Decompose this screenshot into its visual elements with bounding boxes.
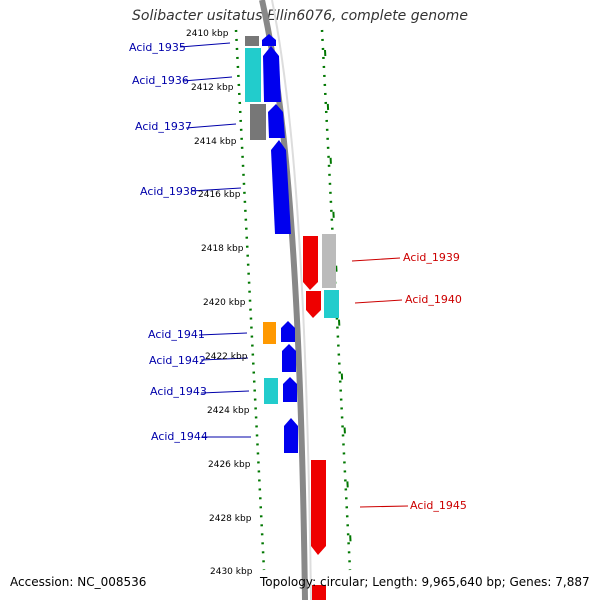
gene-block-1937[interactable] [268,104,285,138]
gene-block-1938[interactable] [271,140,291,234]
genome-backbone-highlight [271,0,312,600]
leader-1935 [179,42,231,48]
leader-1940 [354,299,403,304]
leader-1936 [182,76,233,82]
gene-block-1939-red[interactable] [303,236,318,290]
kbp-label: 2430 kbp [210,567,253,577]
gene-label-1945[interactable]: Acid_1945 [410,499,467,512]
gene-label-1942[interactable]: Acid_1942 [149,354,206,367]
gene-block-1940-cyan[interactable] [324,290,339,318]
kbp-label: 2416 kbp [198,190,241,200]
topology-text: Topology: circular; Length: 9,965,640 bp… [260,575,590,589]
gene-block-1946-partial[interactable] [312,585,326,600]
gene-block-1941-orange[interactable] [263,322,276,344]
gene-label-1940[interactable]: Acid_1940 [405,293,462,306]
gene-block-1940-red[interactable] [306,291,321,318]
accession-text: Accession: NC_008536 [10,575,147,589]
leader-1941 [198,332,248,336]
gene-block-1936-cyan[interactable] [245,48,261,102]
gene-block-1942[interactable] [282,344,296,372]
gene-block-1935-gray[interactable] [245,36,259,46]
gene-label-1939[interactable]: Acid_1939 [403,251,460,264]
gene-label-1937[interactable]: Acid_1937 [135,120,192,133]
leader-1937 [185,123,237,129]
gene-block-1937-gray[interactable] [250,104,266,140]
gene-block-1935[interactable] [262,34,276,46]
gene-label-1944[interactable]: Acid_1944 [151,430,208,443]
gene-labels: Acid_1935 Acid_1936 Acid_1937 Acid_1938 … [129,41,467,512]
kbp-label: 2418 kbp [201,244,244,254]
leader-1943 [200,390,250,394]
kbp-label: 2410 kbp [186,29,229,39]
kbp-label: 2420 kbp [203,298,246,308]
gene-blocks [245,34,339,600]
kbp-label: 2412 kbp [191,83,234,93]
genome-title: Solibacter usitatus Ellin6076, complete … [132,8,468,24]
leader-1945 [359,505,409,508]
right-major-ticks [324,49,353,571]
gene-block-1936[interactable] [263,46,281,102]
kbp-label: 2422 kbp [205,352,248,362]
gene-block-1945[interactable] [311,460,326,555]
gene-label-1935[interactable]: Acid_1935 [129,41,186,54]
kbp-label: 2426 kbp [208,460,251,470]
gene-label-1941[interactable]: Acid_1941 [148,328,205,341]
gene-leader-lines [179,42,409,508]
gene-label-1938[interactable]: Acid_1938 [140,185,197,198]
gene-block-1939-gray[interactable] [322,234,336,288]
gene-label-1936[interactable]: Acid_1936 [132,74,189,87]
leader-1942 [200,357,249,361]
kbp-label: 2414 kbp [194,137,237,147]
gene-block-1941[interactable] [281,321,295,342]
gene-label-1943[interactable]: Acid_1943 [150,385,207,398]
gene-block-1943[interactable] [283,377,297,402]
kbp-label: 2428 kbp [209,514,252,524]
leader-1939 [351,257,401,262]
gene-block-1943-cyan[interactable] [264,378,278,404]
leader-1938 [190,187,242,192]
kbp-label: 2424 kbp [207,406,250,416]
kbp-labels: 2410 kbp 2412 kbp 2414 kbp 2416 kbp 2418… [186,29,253,577]
left-outer-track [234,29,266,571]
gene-block-1944[interactable] [284,418,298,453]
